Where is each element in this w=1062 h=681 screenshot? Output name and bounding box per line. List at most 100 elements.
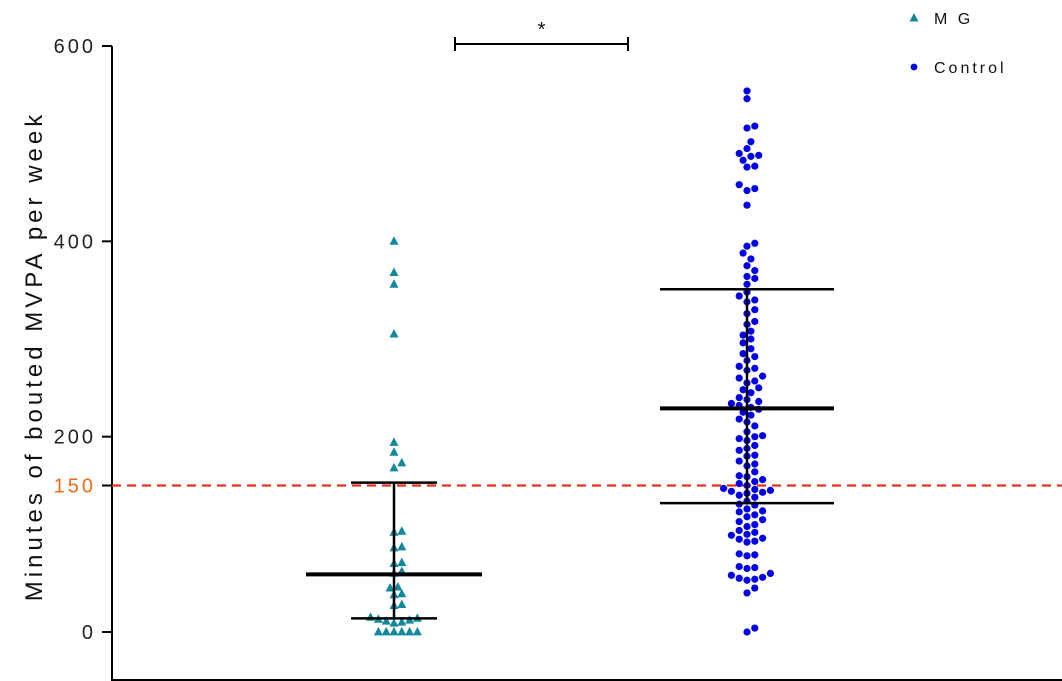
mg-point xyxy=(397,599,407,609)
control-point xyxy=(751,624,759,632)
control-point xyxy=(747,411,755,419)
control-point xyxy=(727,487,736,495)
control-point xyxy=(759,488,767,496)
control-point xyxy=(743,186,751,195)
control-point xyxy=(747,335,755,343)
control-point xyxy=(751,317,759,326)
control-point xyxy=(739,331,747,339)
control-point xyxy=(735,518,743,526)
legend-mg-label: M G xyxy=(934,11,973,28)
control-point xyxy=(751,551,759,559)
control-point xyxy=(755,384,763,392)
control-point xyxy=(743,576,751,584)
control-point xyxy=(759,507,767,515)
control-point xyxy=(766,486,775,494)
mg-point xyxy=(389,447,399,456)
mg-point xyxy=(393,581,403,591)
mg-point xyxy=(389,437,399,446)
mg-point xyxy=(381,616,391,625)
mg-point xyxy=(405,626,415,636)
control-point xyxy=(751,433,759,441)
control-point xyxy=(751,306,759,314)
control-point xyxy=(743,124,751,132)
mg-point xyxy=(397,617,407,626)
reference-line-label: 150 xyxy=(54,476,96,498)
control-point xyxy=(747,389,755,397)
data-points xyxy=(366,87,775,636)
control-point xyxy=(735,526,743,535)
mg-point xyxy=(389,329,399,338)
control-point xyxy=(735,374,743,382)
legend: M G Control xyxy=(909,11,1007,77)
mg-point xyxy=(397,557,407,567)
control-point xyxy=(735,394,743,402)
control-point xyxy=(720,484,728,493)
control-point xyxy=(751,563,759,572)
control-point xyxy=(743,272,751,281)
mg-point xyxy=(389,462,399,472)
mg-point xyxy=(385,582,395,592)
control-point xyxy=(743,564,751,573)
control-point xyxy=(751,122,759,130)
control-point xyxy=(735,446,743,454)
control-point xyxy=(735,491,743,499)
control-point xyxy=(743,589,751,597)
control-point xyxy=(751,441,759,450)
control-point xyxy=(739,408,747,416)
control-point xyxy=(751,239,759,247)
control-point xyxy=(735,149,743,158)
control-point xyxy=(751,364,759,372)
control-point xyxy=(751,511,759,519)
control-point xyxy=(739,350,747,358)
mg-point xyxy=(397,457,407,467)
legend-control-label: Control xyxy=(934,60,1007,77)
y-tick-label-0: 0 xyxy=(82,622,96,644)
control-point xyxy=(735,562,743,571)
control-point xyxy=(751,528,759,536)
control-point xyxy=(751,267,759,275)
control-point xyxy=(751,575,759,583)
control-point xyxy=(735,472,743,480)
control-point xyxy=(743,530,751,538)
control-point xyxy=(743,552,751,560)
mg-point xyxy=(389,267,399,276)
control-point xyxy=(727,571,736,579)
control-point xyxy=(739,386,747,394)
axes xyxy=(111,46,1062,681)
control-point xyxy=(743,242,751,250)
control-point xyxy=(743,95,751,103)
control-point xyxy=(755,397,763,406)
legend-control-marker xyxy=(910,63,918,71)
mg-point xyxy=(389,626,399,636)
control-point xyxy=(735,415,743,423)
control-point xyxy=(743,522,751,531)
control-point xyxy=(747,345,755,353)
control-point xyxy=(735,574,743,582)
legend-mg-marker xyxy=(909,13,919,22)
mg-point xyxy=(397,626,407,636)
y-tick-label-400: 400 xyxy=(54,231,96,253)
control-point xyxy=(751,460,759,468)
control-point xyxy=(766,569,775,578)
mg-point xyxy=(373,626,383,636)
mg-point xyxy=(397,541,407,551)
control-point xyxy=(751,477,759,486)
control-point xyxy=(743,280,751,288)
control-point xyxy=(751,422,759,430)
mg-point xyxy=(381,626,391,636)
control-point xyxy=(735,362,743,370)
mg-point xyxy=(389,279,399,288)
control-point xyxy=(759,516,767,524)
control-point xyxy=(751,493,759,501)
mg-point xyxy=(397,588,407,598)
control-point xyxy=(747,152,755,160)
control-point xyxy=(755,151,763,159)
control-point xyxy=(751,296,759,304)
control-point xyxy=(735,435,743,443)
y-ticks: 0 200 400 600 xyxy=(54,36,112,644)
control-point xyxy=(735,292,743,300)
control-point xyxy=(751,352,759,361)
mg-point xyxy=(412,626,422,636)
control-point xyxy=(743,262,751,270)
